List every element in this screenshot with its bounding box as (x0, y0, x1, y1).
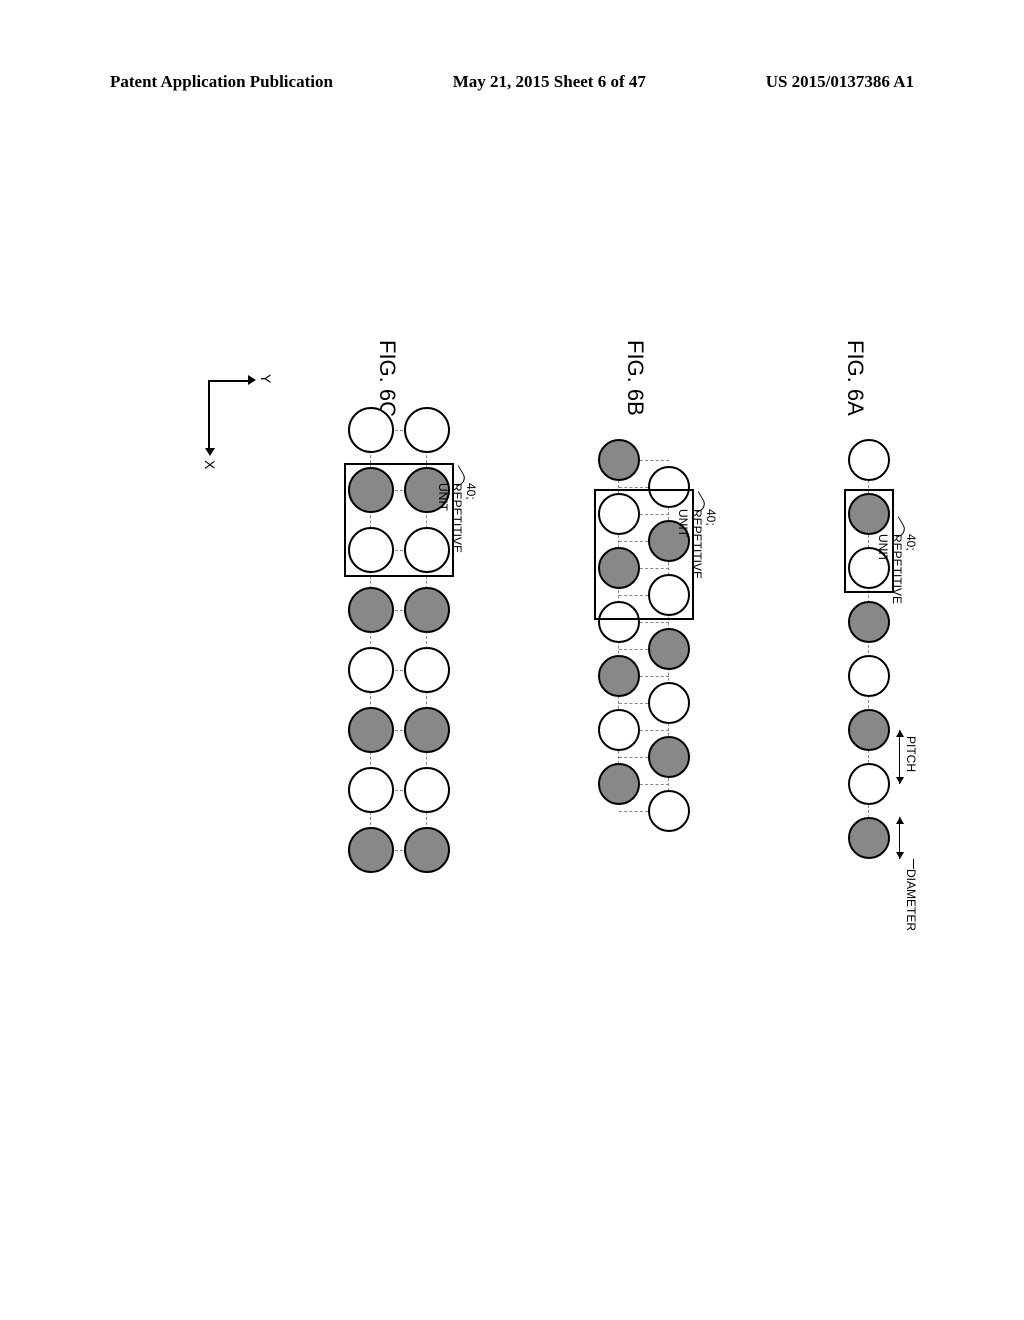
open-circle (848, 439, 890, 481)
x-axis-label: X (202, 460, 218, 469)
figure-sheet: FIG. 6A 40; REPETITIVE UNITPITCHDIAMETER… (150, 350, 930, 1030)
open-circle (648, 790, 690, 832)
page-header: Patent Application Publication May 21, 2… (0, 72, 1024, 92)
pitch-arrow-line (899, 730, 900, 784)
filled-circle (348, 587, 394, 633)
figure-6c: FIG. 6C 40; REPETITIVE UNIT (280, 350, 480, 1030)
arrowhead (896, 730, 904, 737)
open-circle (598, 709, 640, 751)
header-right: US 2015/0137386 A1 (766, 72, 914, 92)
x-axis-arrowhead (205, 448, 215, 456)
open-circle (404, 647, 450, 693)
figure-6a-label: FIG. 6A (842, 340, 868, 416)
figure-6c-label: FIG. 6C (374, 340, 400, 417)
filled-circle (598, 763, 640, 805)
filled-circle (848, 817, 890, 859)
header-left: Patent Application Publication (110, 72, 333, 92)
coordinate-axes: X Y (180, 370, 250, 470)
open-circle (404, 407, 450, 453)
open-circle (404, 767, 450, 813)
arrowhead (896, 777, 904, 784)
filled-circle (848, 709, 890, 751)
diameter-label: DIAMETER (904, 869, 918, 931)
repetitive-unit-label: 40; REPETITIVE UNIT (676, 509, 718, 579)
open-circle (648, 682, 690, 724)
figure-6a: FIG. 6A 40; REPETITIVE UNITPITCHDIAMETER (790, 350, 930, 1030)
figure-6b: FIG. 6B 40; REPETITIVE UNIT (540, 350, 720, 1030)
pitch-label: PITCH (904, 736, 918, 772)
y-axis-label: Y (258, 374, 274, 383)
filled-circle (648, 736, 690, 778)
y-axis-arrowhead (248, 375, 256, 385)
open-circle (348, 647, 394, 693)
open-circle (848, 655, 890, 697)
open-circle (848, 763, 890, 805)
open-circle (348, 767, 394, 813)
filled-circle (598, 439, 640, 481)
filled-circle (848, 601, 890, 643)
open-circle (348, 407, 394, 453)
filled-circle (648, 628, 690, 670)
filled-circle (404, 587, 450, 633)
diameter-leader (913, 859, 914, 869)
filled-circle (404, 707, 450, 753)
x-axis-line (209, 380, 211, 450)
filled-circle (598, 655, 640, 697)
filled-circle (404, 827, 450, 873)
filled-circle (348, 827, 394, 873)
y-axis-line (210, 380, 250, 382)
figure-6b-label: FIG. 6B (622, 340, 648, 416)
header-center: May 21, 2015 Sheet 6 of 47 (453, 72, 646, 92)
filled-circle (348, 707, 394, 753)
arrowhead (896, 852, 904, 859)
repetitive-unit-label: 40; REPETITIVE UNIT (436, 483, 478, 553)
repetitive-unit-label: 40; REPETITIVE UNIT (876, 534, 918, 604)
arrowhead (896, 817, 904, 824)
